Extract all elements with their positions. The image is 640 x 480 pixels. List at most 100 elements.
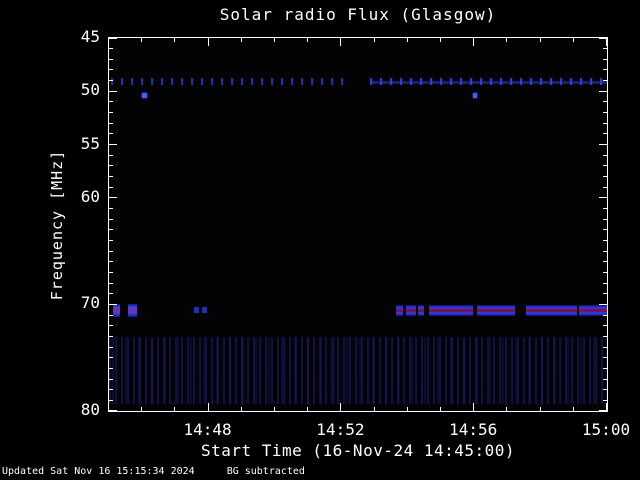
y-tick bbox=[109, 282, 113, 284]
feature-line bbox=[369, 80, 607, 84]
feature-band bbox=[417, 305, 424, 317]
y-tick bbox=[603, 58, 607, 60]
y-tick bbox=[599, 303, 607, 305]
x-tick bbox=[340, 38, 342, 46]
feature-dashes bbox=[110, 78, 347, 86]
x-tick bbox=[141, 407, 143, 411]
y-tick bbox=[109, 367, 113, 369]
y-tick bbox=[603, 335, 607, 337]
y-tick bbox=[109, 239, 113, 241]
y-tick bbox=[603, 293, 607, 295]
feature-dot bbox=[142, 93, 147, 99]
x-tick bbox=[539, 38, 541, 42]
y-tick bbox=[109, 38, 117, 39]
y-tick bbox=[109, 303, 117, 305]
x-tick bbox=[606, 38, 607, 46]
y-tick bbox=[109, 197, 117, 199]
feature-band bbox=[395, 305, 403, 317]
feature-band bbox=[405, 305, 416, 317]
y-tick-labels: 45 50 55 60 70 80 bbox=[40, 28, 100, 419]
updated-timestamp: Updated Sat Nov 16 15:15:34 2024 bbox=[2, 466, 195, 477]
y-tick bbox=[109, 271, 113, 273]
x-tick bbox=[406, 38, 408, 42]
y-tick bbox=[603, 101, 607, 103]
y-tick bbox=[603, 250, 607, 252]
x-tick-labels: 14:48 14:52 14:56 15:00 bbox=[108, 420, 631, 441]
y-tick bbox=[603, 80, 607, 82]
x-tick bbox=[141, 38, 143, 42]
x-tick bbox=[207, 403, 209, 411]
y-tick bbox=[599, 144, 607, 146]
y-tick bbox=[109, 261, 113, 263]
y-tick bbox=[109, 101, 113, 103]
feature-smalldash bbox=[193, 307, 199, 314]
plot-area bbox=[108, 37, 608, 412]
x-tick bbox=[340, 403, 342, 411]
status-bar: Updated Sat Nov 16 15:15:34 2024 BG subt… bbox=[2, 466, 305, 477]
y-tick-label: 80 bbox=[80, 400, 100, 419]
feature-band bbox=[579, 305, 607, 317]
y-tick bbox=[109, 250, 113, 252]
y-tick bbox=[603, 165, 607, 167]
x-tick bbox=[207, 38, 209, 46]
y-tick bbox=[109, 218, 113, 220]
y-tick bbox=[603, 271, 607, 273]
feature-blob bbox=[112, 304, 120, 318]
y-tick bbox=[603, 357, 607, 359]
y-tick bbox=[109, 90, 117, 92]
y-tick bbox=[603, 218, 607, 220]
x-tick bbox=[174, 407, 176, 411]
y-tick bbox=[109, 165, 113, 167]
y-tick bbox=[109, 293, 113, 295]
x-tick-label: 14:48 bbox=[183, 420, 232, 439]
feature-band bbox=[428, 305, 473, 317]
feature-stripes bbox=[109, 337, 607, 404]
y-tick bbox=[603, 346, 607, 348]
y-tick bbox=[109, 389, 113, 391]
x-tick bbox=[473, 38, 475, 46]
y-tick bbox=[603, 314, 607, 316]
feature-smalldash bbox=[201, 307, 207, 314]
x-tick bbox=[572, 407, 574, 411]
y-tick-label: 60 bbox=[80, 186, 100, 206]
x-tick-label: 14:56 bbox=[449, 420, 498, 439]
y-tick bbox=[109, 314, 113, 316]
y-tick bbox=[603, 229, 607, 231]
y-tick bbox=[603, 367, 607, 369]
y-tick bbox=[603, 69, 607, 71]
y-tick bbox=[109, 186, 113, 188]
y-tick bbox=[599, 90, 607, 92]
y-tick bbox=[603, 261, 607, 263]
x-tick bbox=[572, 38, 574, 42]
y-tick bbox=[109, 410, 117, 411]
y-tick bbox=[109, 112, 113, 114]
y-tick-label: 50 bbox=[80, 80, 100, 100]
x-tick-label: 15:00 bbox=[581, 420, 631, 439]
y-tick bbox=[109, 69, 113, 71]
y-tick bbox=[599, 38, 607, 39]
feature-dashes bbox=[369, 78, 606, 86]
feature-dot bbox=[472, 93, 478, 99]
y-tick bbox=[603, 325, 607, 327]
y-tick-label: 45 bbox=[80, 27, 100, 46]
x-tick-label: 14:52 bbox=[316, 420, 365, 439]
feature-band bbox=[526, 305, 578, 317]
y-tick bbox=[603, 282, 607, 284]
y-tick bbox=[603, 154, 607, 156]
x-tick bbox=[539, 407, 541, 411]
x-tick bbox=[406, 407, 408, 411]
y-tick bbox=[603, 122, 607, 124]
y-tick bbox=[109, 122, 113, 124]
y-tick bbox=[603, 112, 607, 114]
x-axis-label: Start Time (16-Nov-24 14:45:00) bbox=[200, 441, 516, 460]
y-tick bbox=[603, 176, 607, 178]
y-tick bbox=[599, 197, 607, 199]
y-tick bbox=[603, 389, 607, 391]
y-tick bbox=[109, 399, 113, 401]
x-tick bbox=[506, 407, 508, 411]
y-tick bbox=[603, 48, 607, 50]
y-tick bbox=[109, 80, 113, 82]
bg-subtracted-label: BG subtracted bbox=[226, 466, 305, 477]
feature-band bbox=[476, 305, 516, 317]
